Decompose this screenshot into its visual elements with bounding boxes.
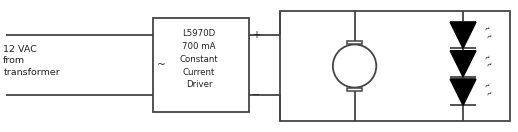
Text: ~: ~ bbox=[484, 60, 495, 71]
Bar bbox=[153, 18, 249, 112]
Text: Current: Current bbox=[183, 68, 215, 77]
Text: L5970D: L5970D bbox=[182, 29, 215, 38]
Text: ~: ~ bbox=[484, 31, 495, 42]
Text: −: − bbox=[252, 90, 260, 100]
Text: Constant: Constant bbox=[180, 55, 219, 65]
Text: ~: ~ bbox=[482, 52, 493, 63]
Bar bbox=[347, 88, 362, 91]
Polygon shape bbox=[450, 51, 476, 77]
Text: ~: ~ bbox=[482, 23, 493, 34]
Text: 12 VAC
from
transformer: 12 VAC from transformer bbox=[3, 45, 60, 77]
Bar bbox=[280, 11, 510, 121]
Polygon shape bbox=[450, 22, 476, 48]
Polygon shape bbox=[450, 79, 476, 105]
Text: 700 mA: 700 mA bbox=[182, 42, 215, 51]
Text: 12 VDC
Fan: 12 VDC Fan bbox=[336, 55, 373, 77]
Text: Driver: Driver bbox=[186, 80, 212, 89]
Text: ~: ~ bbox=[484, 88, 495, 99]
Bar bbox=[347, 41, 362, 44]
Text: ~: ~ bbox=[482, 80, 493, 91]
Text: +: + bbox=[252, 30, 260, 40]
Text: ~: ~ bbox=[157, 60, 166, 70]
Ellipse shape bbox=[333, 44, 376, 88]
